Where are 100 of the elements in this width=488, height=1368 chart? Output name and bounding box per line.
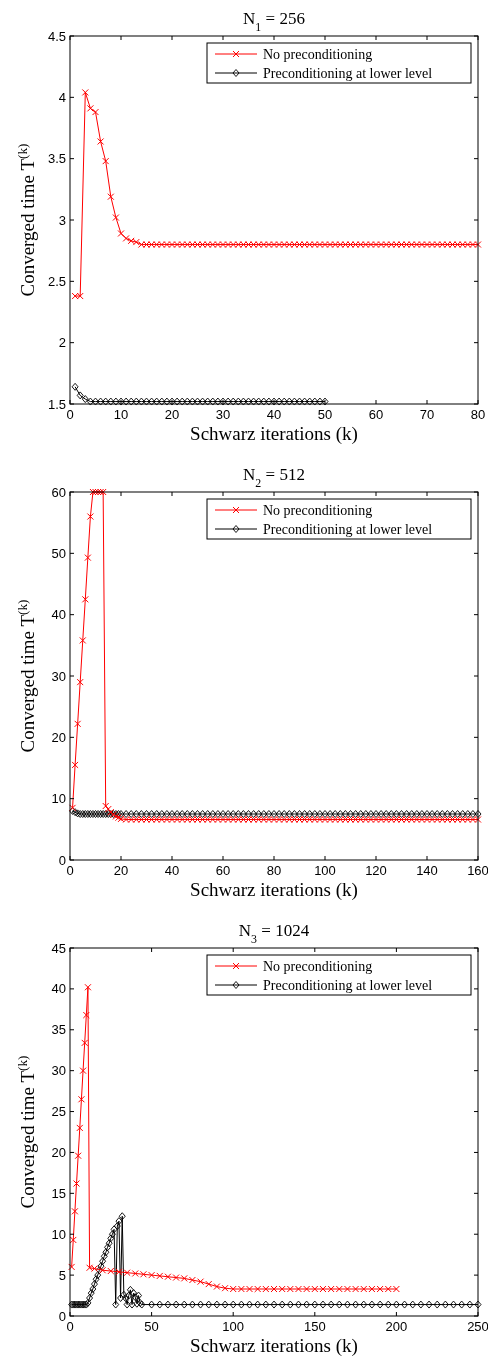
point	[81, 395, 89, 404]
point	[296, 397, 303, 406]
point	[229, 397, 237, 406]
y-tick-label: 20	[51, 729, 66, 745]
y-tick-label: 25	[51, 1104, 66, 1120]
chart-title: N$_{2}$ = 512	[243, 465, 305, 490]
legend-label: No preconditioning	[263, 958, 373, 974]
x-tick-label: 120	[365, 863, 387, 878]
point	[76, 391, 84, 400]
point	[107, 397, 115, 406]
y-tick-label: 45	[51, 940, 66, 956]
point	[199, 397, 207, 406]
chart-title: N$_{1}$ = 256	[243, 9, 305, 34]
x-axis-title: Schwarz iterations (k)	[190, 1335, 358, 1357]
legend-label: Preconditioning at lower level	[263, 65, 433, 81]
point	[76, 1124, 84, 1132]
y-tick-label: 0	[58, 852, 66, 868]
chart-title: N$_{3}$ = 1024	[238, 921, 310, 946]
point	[86, 1264, 94, 1272]
x-tick-label: 100	[222, 1319, 245, 1334]
point	[250, 397, 258, 406]
legend-label: No preconditioning	[263, 502, 373, 518]
y-tick-label: 5	[58, 1267, 66, 1283]
x-tick-label: 20	[164, 407, 180, 422]
point	[275, 397, 283, 406]
x-tick-label: 140	[416, 863, 438, 878]
x-tick-label: 40	[164, 863, 180, 878]
point	[143, 397, 150, 406]
x-tick-label: 30	[215, 407, 231, 422]
x-tick-label: 160	[467, 863, 488, 878]
point	[92, 397, 99, 406]
point	[194, 397, 201, 406]
y-tick-label: 15	[51, 1185, 66, 1201]
x-axis-title: Schwarz iterations (k)	[190, 423, 358, 445]
x-tick-label: 50	[144, 1319, 159, 1334]
point	[158, 397, 166, 406]
y-tick-label: 40	[51, 981, 66, 997]
point	[209, 397, 217, 406]
point	[265, 397, 273, 406]
point	[137, 397, 145, 406]
point	[301, 397, 309, 406]
point	[316, 397, 324, 406]
point	[188, 397, 196, 406]
x-tick-label: 80	[266, 863, 282, 878]
point	[280, 397, 288, 406]
y-tick-label: 60	[51, 484, 66, 500]
legend-label: No preconditioning	[263, 46, 373, 62]
legend-label: Preconditioning at lower level	[263, 977, 433, 993]
x-tick-label: 40	[266, 407, 282, 422]
point	[112, 397, 120, 406]
point	[321, 397, 329, 406]
point	[69, 1236, 77, 1244]
point	[163, 397, 171, 406]
x-tick-label: 10	[113, 407, 129, 422]
point	[81, 1039, 89, 1047]
point	[204, 397, 212, 406]
point	[239, 397, 247, 406]
point	[290, 397, 298, 406]
point	[178, 397, 186, 406]
point	[168, 397, 176, 406]
x-tick-label: 50	[317, 407, 333, 422]
point	[71, 382, 79, 391]
x-tick-label: 70	[419, 407, 435, 422]
point	[260, 397, 268, 406]
y-tick-label: 20	[51, 1144, 66, 1160]
point	[122, 397, 130, 406]
y-tick-label: 1.5	[47, 396, 66, 412]
x-axis-title: Schwarz iterations (k)	[190, 879, 358, 901]
point	[311, 397, 319, 406]
point	[285, 397, 293, 406]
point	[219, 397, 227, 406]
point	[148, 397, 156, 406]
point	[255, 397, 263, 406]
point	[234, 397, 242, 406]
y-tick-label: 40	[51, 607, 66, 623]
point	[214, 397, 222, 406]
x-tick-label: 150	[303, 1319, 326, 1334]
point	[97, 397, 105, 406]
point	[205, 1280, 213, 1288]
point	[245, 397, 252, 406]
y-tick-label: 10	[51, 1226, 66, 1242]
point	[127, 397, 135, 406]
y-tick-label: 2	[58, 335, 66, 351]
point	[77, 1095, 85, 1103]
point	[71, 1207, 79, 1215]
x-tick-label: 80	[470, 407, 486, 422]
point	[84, 983, 92, 991]
point	[82, 1011, 90, 1019]
y-tick-label: 50	[51, 545, 66, 561]
point	[79, 1067, 87, 1075]
x-tick-label: 250	[467, 1319, 488, 1334]
point	[224, 397, 232, 406]
x-tick-label: 60	[368, 407, 384, 422]
x-tick-label: 20	[113, 863, 129, 878]
y-tick-label: 3.5	[47, 151, 66, 167]
point	[153, 397, 161, 406]
y-tick-label: 0	[58, 1308, 66, 1324]
point	[183, 397, 191, 406]
y-tick-label: 2.5	[47, 273, 66, 289]
x-tick-label: 60	[215, 863, 231, 878]
